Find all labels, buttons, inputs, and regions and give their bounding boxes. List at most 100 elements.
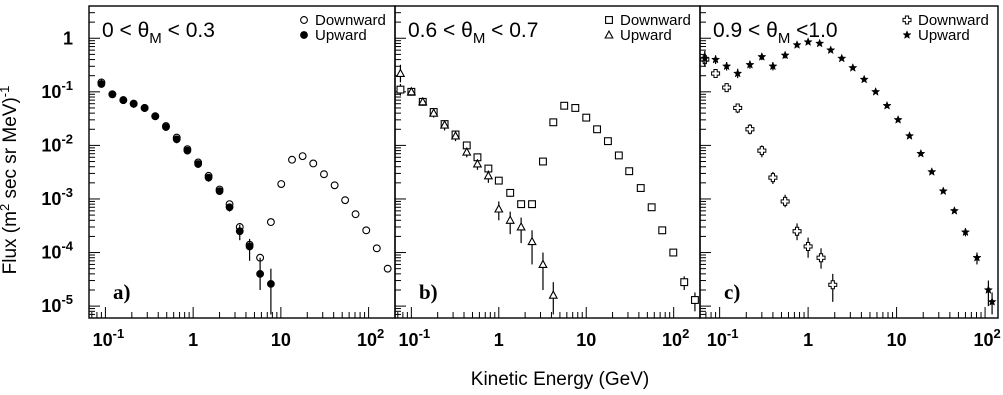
data-point: [108, 90, 117, 99]
data-point: [938, 186, 948, 196]
data-point: [151, 112, 160, 121]
data-point: [711, 68, 721, 78]
y-tick-label: 10-2: [41, 131, 73, 155]
data-point: [527, 236, 537, 246]
data-point: [625, 167, 634, 176]
data-point: [277, 180, 286, 188]
data-point: [614, 151, 623, 160]
data-point: [733, 68, 743, 78]
data-point: [582, 113, 591, 122]
data-point: [814, 38, 825, 48]
data-point: [560, 101, 569, 110]
data-point: [539, 157, 547, 166]
data-point: [721, 61, 732, 71]
series-upward: [700, 37, 997, 315]
data-point: [780, 50, 790, 60]
series-downward: [700, 52, 838, 302]
x-tick-label: 1: [494, 330, 504, 350]
data-point: [768, 173, 778, 183]
data-point: [351, 210, 360, 219]
series-downward: [396, 83, 699, 312]
data-point: [97, 80, 106, 88]
data-point: [571, 104, 580, 112]
data-point: [309, 159, 318, 168]
plot-frame: [394, 5, 701, 319]
data-point: [225, 203, 234, 212]
legend-label: Downward: [315, 12, 386, 29]
data-point: [792, 226, 802, 236]
x-tick-label: 102: [973, 326, 1000, 350]
data-point: [266, 218, 275, 227]
data-point: [745, 59, 755, 69]
data-point: [528, 200, 536, 209]
data-point: [837, 53, 847, 63]
data-point: [172, 135, 181, 144]
data-point: [341, 196, 350, 205]
plot-frame: [88, 5, 396, 319]
data-point: [870, 86, 881, 96]
data-point: [204, 173, 213, 182]
panel-tag: b): [419, 280, 438, 304]
data-point: [972, 252, 982, 262]
data-point: [450, 130, 461, 140]
data-point: [710, 54, 721, 64]
legend-label: Upward: [315, 27, 367, 44]
panel-condition: 0 < θM < 0.3: [102, 19, 215, 47]
legend-label: Upward: [620, 27, 672, 44]
x-tick-label: 10: [576, 330, 596, 350]
data-point: [267, 279, 275, 288]
x-tick-label: 102: [357, 326, 384, 350]
data-point: [949, 205, 960, 215]
y-tick-label: 10-3: [41, 185, 73, 209]
data-point: [960, 227, 971, 237]
x-tick-label: 1: [803, 330, 813, 350]
data-point: [848, 62, 858, 72]
data-point: [983, 285, 994, 294]
data-point: [472, 158, 483, 168]
panel-tag: a): [113, 280, 131, 304]
data-point: [826, 45, 836, 55]
plot-frame: [699, 5, 999, 319]
data-point: [320, 170, 328, 179]
data-point: [362, 226, 371, 235]
data-point: [256, 269, 265, 278]
data-point: [987, 296, 997, 306]
data-point: [722, 83, 732, 93]
data-point: [119, 96, 128, 105]
data-point: [183, 146, 192, 155]
data-point: [548, 290, 559, 299]
data-point: [418, 96, 428, 106]
data-point: [859, 74, 869, 84]
data-point: [129, 99, 138, 108]
data-point: [680, 278, 689, 287]
data-point: [593, 125, 602, 134]
series-upward: [395, 64, 559, 315]
y-tick-label: 1: [63, 28, 73, 48]
data-point: [140, 104, 149, 112]
series-upward: [97, 79, 275, 315]
data-point: [298, 152, 307, 161]
data-point: [462, 146, 472, 156]
legend-marker: [605, 16, 613, 24]
data-point: [483, 170, 494, 180]
data-point: [395, 68, 406, 78]
data-point: [669, 248, 678, 257]
data-point: [828, 280, 838, 290]
x-tick-label: 10-1: [399, 326, 431, 350]
data-point: [745, 124, 755, 134]
data-point: [538, 259, 548, 268]
legend-label: Downward: [918, 12, 989, 29]
data-point: [215, 187, 224, 196]
data-point: [383, 264, 392, 273]
data-point: [288, 155, 296, 164]
x-tick-label: 1: [188, 330, 198, 350]
data-point: [428, 107, 439, 117]
data-point: [505, 215, 515, 224]
panel-tag: c): [724, 280, 740, 304]
x-tick-label: 10: [271, 330, 291, 350]
legend-marker: [902, 15, 912, 25]
legend-label: Downward: [620, 12, 691, 29]
panel-a: 10-1 1 10 102 1 10-1 10-2 10-3 10-4 10-5 0 < θM < …: [41, 5, 396, 350]
